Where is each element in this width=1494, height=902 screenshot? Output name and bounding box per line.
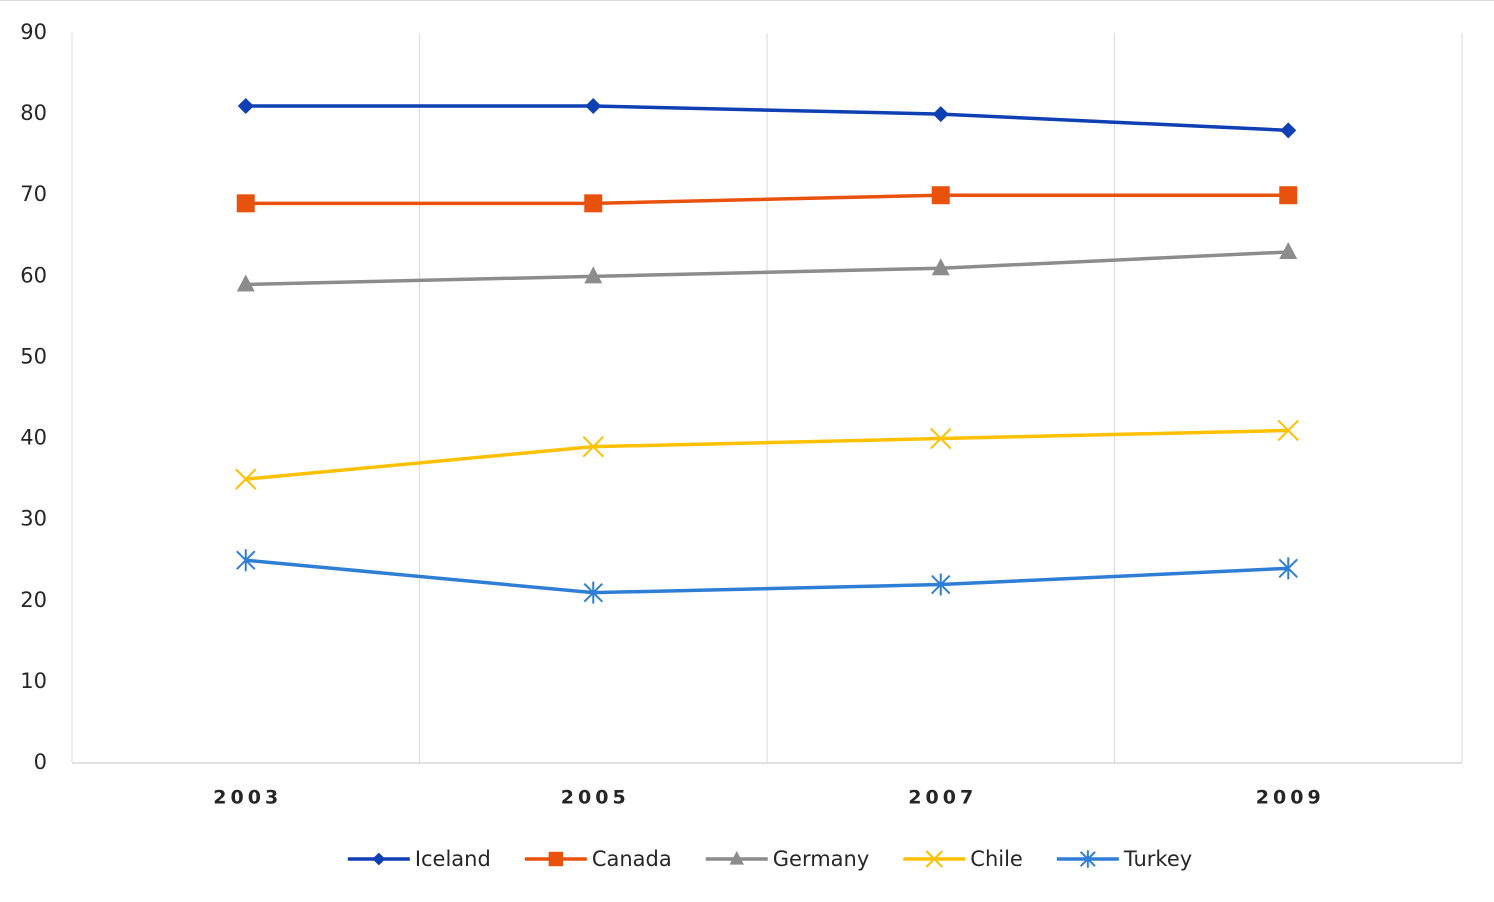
marker (1279, 186, 1298, 205)
x-tick-label: 2003 (213, 787, 282, 809)
y-tick-label: 60 (20, 263, 47, 287)
y-tick-label: 10 (20, 669, 47, 693)
y-tick-label: 0 (34, 750, 47, 774)
marker (1279, 242, 1298, 259)
x-tick-label: 2009 (1256, 787, 1325, 809)
marker (235, 468, 257, 490)
marker (931, 573, 951, 596)
legend-label: Iceland (415, 847, 491, 871)
marker (236, 549, 256, 572)
marker (931, 186, 950, 205)
legend-item: Germany (705, 847, 870, 871)
legend: Iceland Canada Germany Chile Turkey (347, 847, 1192, 871)
series-line (245, 558, 1289, 595)
marker (931, 258, 950, 276)
marker (1079, 850, 1096, 868)
y-tick-label: 90 (20, 20, 47, 44)
marker (930, 427, 952, 450)
legend-item: Chile (903, 847, 1023, 871)
marker (729, 851, 744, 865)
x-tick-label: 2005 (561, 787, 630, 809)
marker (582, 435, 604, 458)
y-tick-label: 30 (20, 507, 47, 531)
marker (932, 106, 949, 123)
series-line (245, 193, 1289, 206)
series-line (245, 428, 1289, 481)
legend-label: Germany (773, 847, 870, 871)
marker (583, 581, 603, 604)
legend-label: Turkey (1123, 847, 1192, 871)
y-tick-label: 40 (20, 426, 47, 450)
marker (237, 98, 254, 114)
marker (1278, 557, 1298, 580)
legend-item: Turkey (1056, 847, 1192, 871)
y-tick-label: 20 (20, 588, 47, 612)
marker (585, 98, 602, 114)
series-line (245, 250, 1289, 287)
marker (236, 194, 255, 213)
marker (548, 851, 564, 867)
y-tick-label: 50 (20, 344, 47, 368)
series-line (245, 104, 1289, 133)
marker (1280, 122, 1297, 139)
y-tick-label: 80 (20, 101, 47, 125)
x-tick-label: 2007 (908, 787, 977, 809)
marker (1277, 419, 1299, 442)
legend-label: Canada (592, 847, 672, 871)
y-tick-label: 70 (20, 182, 47, 206)
legend-item: Canada (524, 847, 672, 871)
marker (925, 850, 943, 868)
marker (584, 194, 603, 213)
legend-label: Chile (970, 847, 1023, 871)
marker (236, 274, 255, 292)
marker (584, 266, 603, 284)
